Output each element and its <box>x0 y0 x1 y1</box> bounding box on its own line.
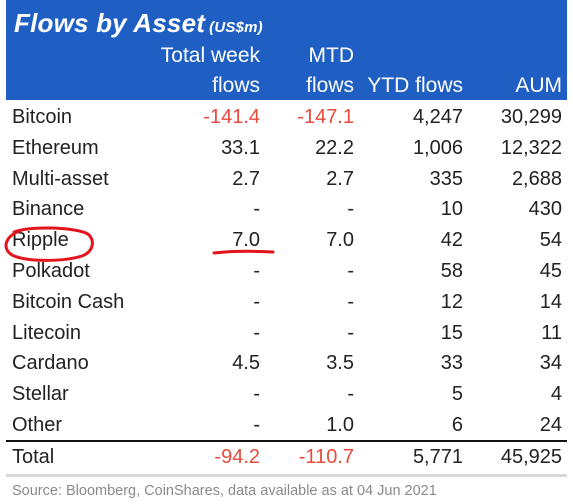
week-flows: 7.0 <box>232 229 260 252</box>
mtd-flows: 7.0 <box>326 229 354 252</box>
asset-name: Cardano <box>12 352 89 375</box>
mtd-flows: - <box>347 290 354 313</box>
total-ytd-flows: 5,771 <box>412 446 463 468</box>
column-header-total-week-line2: flows <box>212 74 260 97</box>
table-row: Ripple 7.0 7.0 42 54 <box>6 224 567 255</box>
aum-value: 34 <box>539 352 562 375</box>
asset-name: Binance <box>12 198 85 221</box>
week-flows: 33.1 <box>221 136 260 159</box>
aum-value: 24 <box>539 414 562 436</box>
week-flows: - <box>253 383 260 406</box>
week-flows: 4.5 <box>232 352 260 375</box>
week-flows: - <box>253 260 260 282</box>
total-week-flows: -94.2 <box>214 446 260 468</box>
table-row: Binance - - 10 430 <box>6 193 567 224</box>
ytd-flows: 10 <box>440 198 463 221</box>
ytd-flows: 1,006 <box>412 136 463 159</box>
aum-value: 14 <box>539 290 562 313</box>
mtd-flows: - <box>347 383 354 406</box>
aum-value: 12,322 <box>500 136 562 159</box>
table-row: Polkadot - - 58 45 <box>6 255 567 286</box>
asset-name: Bitcoin Cash <box>12 290 125 313</box>
asset-name: Bitcoin <box>12 106 73 128</box>
week-flows: -141.4 <box>203 106 260 128</box>
table-row: Stellar - - 5 4 <box>6 378 567 409</box>
aum-value: 430 <box>528 198 562 221</box>
column-header-ytd: YTD flows <box>367 74 463 97</box>
ytd-flows: 6 <box>451 414 463 436</box>
asset-name: Litecoin <box>12 321 81 344</box>
column-header-mtd-line1: MTD <box>308 44 355 67</box>
table-row: Ethereum 33.1 22.2 1,006 12,322 <box>6 132 567 163</box>
total-divider <box>6 440 567 442</box>
total-aum: 45,925 <box>500 446 562 468</box>
mtd-flows: - <box>347 198 354 221</box>
aum-value: 2,688 <box>511 167 562 190</box>
table-header: Flows by Asset (US$m) Total week flows MT… <box>6 0 567 100</box>
ytd-flows: 42 <box>440 229 463 252</box>
source-divider <box>6 474 567 477</box>
total-mtd-flows: -110.7 <box>298 446 354 468</box>
asset-name: Ethereum <box>12 136 99 159</box>
mtd-flows: - <box>347 321 354 344</box>
asset-name: Ripple <box>12 229 69 252</box>
mtd-flows: 2.7 <box>326 167 354 190</box>
ytd-flows: 15 <box>440 321 463 344</box>
mtd-flows: 22.2 <box>315 136 354 159</box>
column-header-total-week-line1: Total week <box>160 44 260 67</box>
table-row: Cardano 4.5 3.5 33 34 <box>6 347 567 378</box>
ytd-flows: 12 <box>440 290 463 313</box>
aum-value: 4 <box>550 383 562 406</box>
table-title: Flows by Asset (US$m) <box>14 8 263 39</box>
aum-value: 45 <box>539 260 562 282</box>
week-flows: - <box>253 290 260 313</box>
aum-value: 30,299 <box>500 106 562 128</box>
table-row: Multi-asset 2.7 2.7 335 2,688 <box>6 163 567 194</box>
source-note: Source: Bloomberg, CoinShares, data avai… <box>12 483 437 499</box>
asset-name: Polkadot <box>12 260 90 282</box>
asset-name: Multi-asset <box>12 167 109 190</box>
column-header-aum: AUM <box>515 74 562 97</box>
mtd-flows: -147.1 <box>297 106 354 128</box>
aum-value: 54 <box>539 229 562 252</box>
column-header-mtd-line2: flows <box>306 74 354 97</box>
mtd-flows: 1.0 <box>326 414 354 436</box>
week-flows: - <box>253 198 260 221</box>
week-flows: - <box>253 321 260 344</box>
ytd-flows: 335 <box>429 167 463 190</box>
total-row: Total -94.2 -110.7 5,771 45,925 <box>6 441 567 472</box>
week-flows: 2.7 <box>232 167 260 190</box>
week-flows: - <box>253 414 260 436</box>
table-row: Bitcoin Cash - - 12 14 <box>6 286 567 317</box>
asset-name: Stellar <box>12 383 69 406</box>
ytd-flows: 33 <box>440 352 463 375</box>
ytd-flows: 58 <box>440 260 463 282</box>
table-row: Litecoin - - 15 11 <box>6 317 567 348</box>
mtd-flows: 3.5 <box>326 352 354 375</box>
table-title-text: Flows by Asset <box>14 8 206 38</box>
asset-name: Other <box>12 414 63 436</box>
table-row: Other - 1.0 6 24 <box>6 409 567 440</box>
mtd-flows: - <box>347 260 354 282</box>
ytd-flows: 4,247 <box>412 106 463 128</box>
table-row: Bitcoin -141.4 -147.1 4,247 30,299 <box>6 101 567 132</box>
total-label: Total <box>12 446 55 468</box>
table-title-unit: (US$m) <box>209 19 263 36</box>
ytd-flows: 5 <box>451 383 463 406</box>
aum-value: 11 <box>541 321 562 344</box>
